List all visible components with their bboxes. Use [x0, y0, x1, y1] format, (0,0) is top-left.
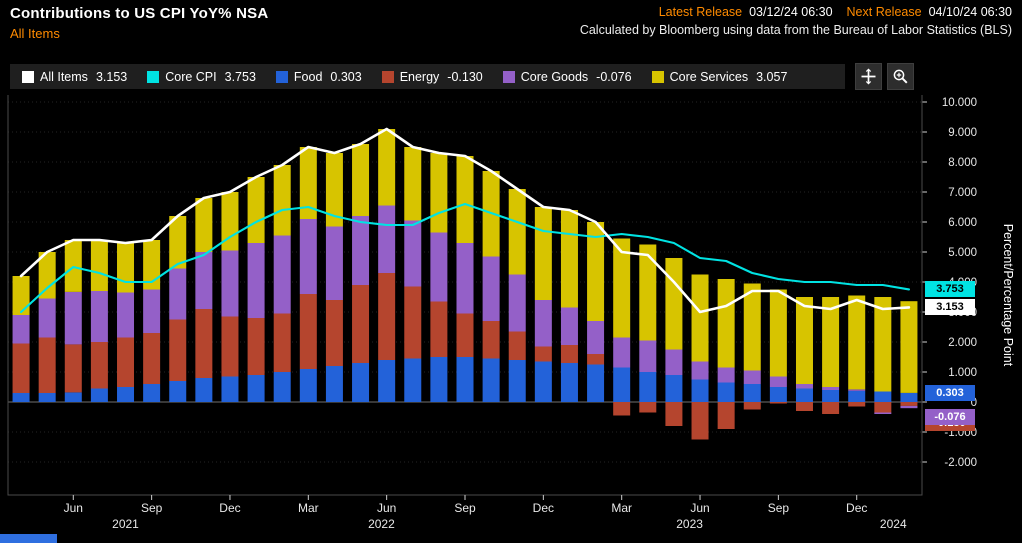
legend-item-core-services[interactable]: Core Services 3.057 [651, 69, 788, 84]
svg-text:7.000: 7.000 [948, 187, 977, 199]
svg-text:-2.000: -2.000 [944, 457, 977, 469]
legend-value: -0.130 [447, 69, 483, 84]
legend-row: All Items 3.153 Core CPI 3.753 Food 0.303 Ener… [10, 63, 914, 90]
svg-text:Dec: Dec [533, 501, 554, 515]
svg-text:Sep: Sep [768, 501, 790, 515]
next-release-value: 04/10/24 06:30 [928, 5, 1012, 19]
crosshair-icon [861, 68, 876, 85]
food-swatch [275, 70, 288, 83]
svg-text:4.000: 4.000 [948, 277, 977, 289]
legend-value: 0.303 [330, 69, 362, 84]
svg-text:Dec: Dec [846, 501, 867, 515]
chart-legend: All Items 3.153 Core CPI 3.753 Food 0.303 Ener… [10, 64, 845, 89]
next-release-label: Next Release [846, 5, 922, 19]
core-goods-swatch [502, 70, 515, 83]
svg-text:3.000: 3.000 [948, 307, 977, 319]
svg-text:Jun: Jun [690, 501, 709, 515]
svg-text:2022: 2022 [368, 517, 395, 531]
svg-text:2.000: 2.000 [948, 337, 977, 349]
chart-header: Contributions to US CPI YoY% NSA All Ite… [0, 0, 1022, 41]
svg-text:Percent/Percentage Point: Percent/Percentage Point [1001, 224, 1015, 367]
svg-text:9.000: 9.000 [948, 127, 977, 139]
svg-text:Dec: Dec [219, 501, 240, 515]
release-line: Latest Release 03/12/24 06:30 Next Release… [580, 5, 1012, 19]
legend-value: 3.153 [95, 69, 128, 84]
legend-label: Food [293, 69, 323, 84]
latest-release-label: Latest Release [658, 5, 743, 19]
zoom-in-icon [893, 69, 908, 84]
svg-text:Jun: Jun [64, 501, 83, 515]
legend-label: Core CPI [165, 69, 217, 84]
legend-item-core-cpi[interactable]: Core CPI 3.753 [147, 70, 256, 84]
svg-text:Sep: Sep [454, 501, 476, 515]
legend-label: Core Goods [520, 69, 589, 84]
svg-text:Jun: Jun [377, 501, 396, 515]
zoom-tool-button[interactable] [887, 63, 914, 90]
svg-text:0: 0 [971, 397, 977, 409]
latest-release-value: 03/12/24 06:30 [749, 5, 833, 19]
legend-item-energy[interactable]: Energy -0.130 [381, 69, 483, 84]
svg-text:1.000: 1.000 [948, 367, 977, 379]
svg-text:2023: 2023 [676, 517, 703, 531]
legend-item-food[interactable]: Food 0.303 [275, 69, 362, 84]
svg-text:2021: 2021 [112, 517, 139, 531]
svg-text:2024: 2024 [880, 517, 907, 531]
chart-tools [855, 63, 914, 90]
svg-text:Mar: Mar [611, 501, 632, 515]
lines-layer [19, 127, 911, 314]
svg-text:5.000: 5.000 [948, 247, 977, 259]
legend-value: 3.753 [224, 69, 256, 84]
page-title: Contributions to US CPI YoY% NSA [10, 5, 269, 22]
legend-item-core-goods[interactable]: Core Goods -0.076 [502, 69, 632, 84]
page-subtitle: All Items [10, 26, 60, 41]
core-services-swatch [651, 70, 664, 83]
svg-text:6.000: 6.000 [948, 217, 977, 229]
svg-text:Mar: Mar [298, 501, 319, 515]
all-items-swatch [22, 70, 34, 83]
attribution: Calculated by Bloomberg using data from … [579, 23, 1012, 37]
svg-text:-1.000: -1.000 [944, 427, 977, 439]
legend-value: -0.076 [596, 69, 632, 84]
legend-label: Core Services [669, 69, 749, 84]
title-block: Contributions to US CPI YoY% NSA All Ite… [10, 5, 268, 41]
bars-layer [12, 129, 918, 440]
energy-swatch [381, 70, 394, 83]
svg-text:Sep: Sep [141, 501, 163, 515]
svg-text:10.000: 10.000 [942, 97, 977, 109]
taskbar-fragment [0, 534, 57, 543]
svg-text:8.000: 8.000 [948, 157, 977, 169]
legend-label: All Items [40, 69, 88, 84]
legend-label: Energy [399, 69, 440, 84]
legend-item-all-items[interactable]: All Items 3.153 [22, 70, 127, 84]
core-cpi-swatch [147, 70, 160, 83]
release-block: Latest Release 03/12/24 06:30 Next Release… [580, 5, 1012, 41]
axis-layer: 10.000 9.000 8.000 7.000 6.000 5.000 4.000 3.00… [7, 95, 1015, 531]
legend-value: 3.057 [756, 69, 788, 84]
crosshair-tool-button[interactable] [855, 63, 882, 90]
